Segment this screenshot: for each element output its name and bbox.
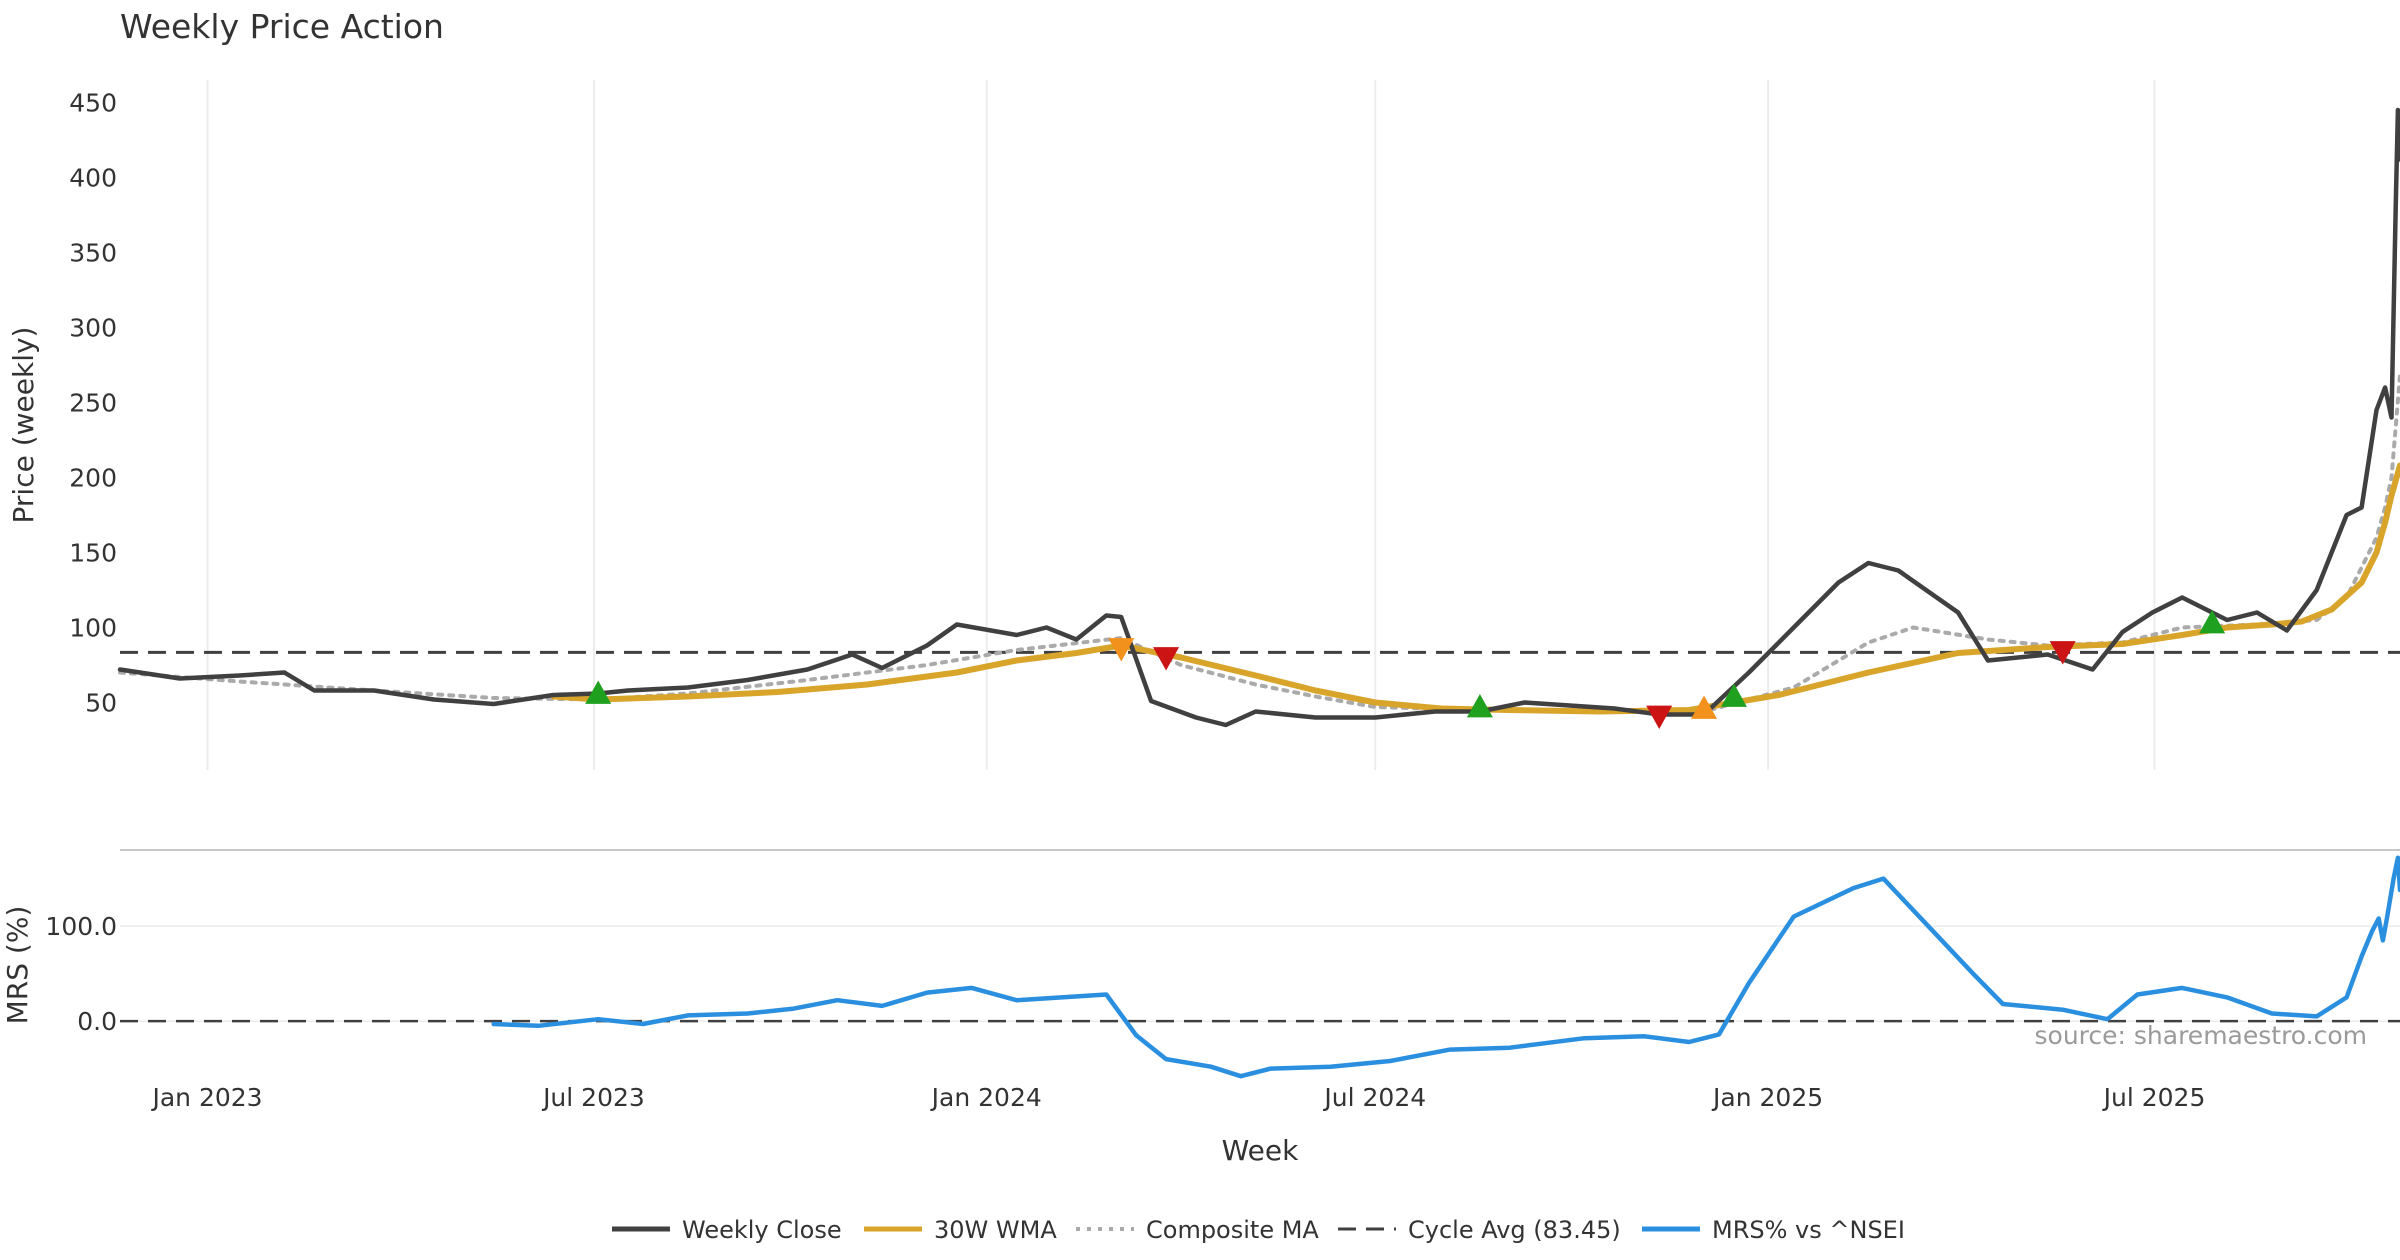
series-30w-wma [550,462,2400,715]
price-y-tick-label: 100 [69,614,117,643]
signal-marker-triangle-up [585,680,612,704]
signal-marker-triangle-down [1153,647,1180,671]
x-tick-label: Jan 2025 [1711,1083,1823,1112]
x-axis-title: Week [1222,1134,1299,1167]
x-gridlines [206,80,2156,770]
signal-marker-triangle-up [1720,683,1747,707]
x-tick-label: Jan 2023 [150,1083,262,1112]
price-y-ticks: 50 100 150 200 250 300 350 400 450 [69,89,117,718]
price-y-tick-label: 150 [69,539,117,568]
mrs-series [491,855,2400,1079]
series-composite-ma [118,373,2400,714]
series-weekly-close [117,107,2400,728]
mrs-panel: 0.0 100.0 MRS (%) source: sharemaestro.co… [1,855,2400,1079]
signal-marker-triangle-down [1646,705,1673,729]
mrs-y-ticks: 0.0 100.0 [45,912,2400,1036]
signal-marker-triangle-up [2199,610,2226,634]
price-panel: 50 100 150 200 250 300 350 400 450 Price (weekly… [7,89,2400,729]
price-series [117,107,2400,728]
mrs-y-tick-label: 0.0 [77,1007,117,1036]
legend-label: MRS% vs ^NSEI [1712,1216,1905,1244]
signal-marker-triangle-up [1466,694,1493,718]
price-y-tick-label: 450 [69,89,117,118]
x-tick-labels: Jan 2023 Jul 2023 Jan 2024 Jul 2024 Jan 2025… [150,1083,2205,1112]
source-annotation: source: sharemaestro.com [2035,1021,2368,1050]
signal-marker-triangle-up [1691,695,1718,719]
price-y-tick-label: 400 [69,164,117,193]
price-y-tick-label: 50 [85,689,117,718]
legend-label: Weekly Close [682,1216,842,1244]
chart-title: Weekly Price Action [120,7,444,46]
signal-marker-triangle-down [1108,638,1135,662]
price-y-tick-label: 350 [69,239,117,268]
mrs-y-tick-label: 100.0 [45,912,117,941]
price-y-axis-title: Price (weekly) [7,327,40,524]
series-mrs-vs-nsei [491,855,2400,1079]
signal-marker-triangle-down [2049,641,2076,665]
legend-label: 30W WMA [934,1216,1057,1244]
signal-markers [585,610,2226,729]
legend-label: Composite MA [1146,1216,1319,1244]
price-y-tick-label: 300 [69,314,117,343]
legend-label: Cycle Avg (83.45) [1408,1216,1621,1244]
mrs-y-axis-title: MRS (%) [1,906,34,1025]
x-tick-label: Jul 2024 [1322,1083,1426,1112]
price-y-tick-label: 250 [69,389,117,418]
x-tick-label: Jul 2025 [2102,1083,2206,1112]
price-y-tick-label: 200 [69,464,117,493]
x-tick-label: Jul 2023 [541,1083,645,1112]
x-tick-label: Jan 2024 [930,1083,1042,1112]
legend: Weekly Close 30W WMA Composite MA Cycle Avg… [612,1216,1905,1244]
